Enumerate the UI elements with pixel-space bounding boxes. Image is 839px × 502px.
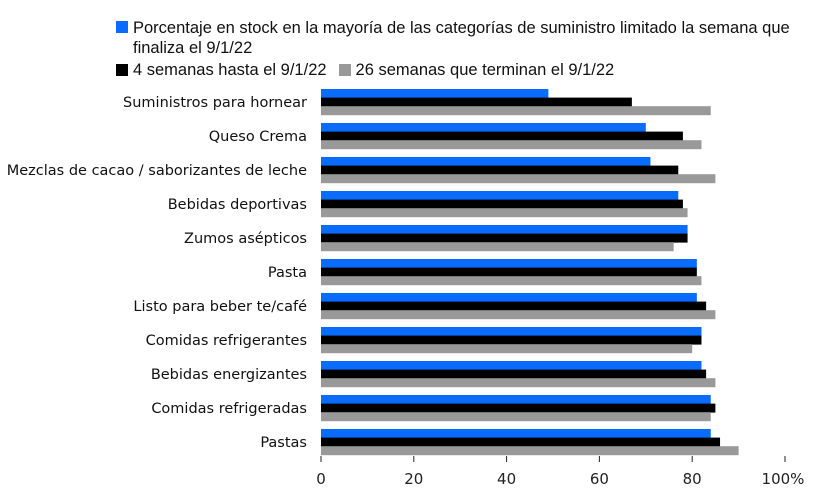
bar-series1: [321, 89, 549, 98]
bar-series1: [321, 191, 679, 200]
bar-series1: [321, 123, 646, 132]
bar-series3: [321, 242, 674, 252]
legend-label-series2: 4 semanas hasta el 9/1/22: [133, 61, 327, 79]
chart-legend: Porcentaje en stock en la mayoría de las…: [116, 18, 816, 80]
bar-series2: [321, 233, 688, 243]
bar-series3: [321, 106, 711, 116]
category-label: Suministros para hornear: [123, 95, 307, 111]
bar-series3: [321, 310, 716, 320]
category-label: Mezclas de cacao / saborizantes de leche: [7, 163, 307, 179]
bar-series3: [321, 446, 739, 456]
bar-series2: [321, 97, 632, 107]
bar-series3: [321, 276, 702, 286]
bar-series1: [321, 225, 688, 234]
legend-item-series3: 26 semanas que terminan el 9/1/22: [338, 60, 615, 80]
bar-series2: [321, 267, 697, 277]
legend-item-series2: 4 semanas hasta el 9/1/22: [116, 60, 327, 80]
bar-series1: [321, 361, 702, 370]
x-tick-label: 20: [404, 470, 423, 488]
category-label: Bebidas energizantes: [151, 367, 307, 383]
x-tick-label: 100%: [762, 470, 805, 488]
bar-series2: [321, 437, 721, 447]
legend-label-series1: Porcentaje en stock en la mayoría de las…: [133, 19, 790, 57]
bar-series2: [321, 199, 683, 209]
category-label: Queso Crema: [209, 129, 307, 145]
category-label: Comidas refrigerantes: [146, 333, 307, 349]
x-tick-label: 60: [590, 470, 609, 488]
category-label: Pasta: [268, 265, 307, 281]
bar-series3: [321, 378, 716, 388]
bar-series3: [321, 140, 702, 150]
x-tick-label: 0: [316, 470, 326, 488]
category-label: Bebidas deportivas: [168, 197, 307, 213]
bar-series1: [321, 429, 711, 438]
bar-series3: [321, 412, 711, 422]
legend-label-series3: 26 semanas que terminan el 9/1/22: [355, 61, 615, 79]
category-label: Zumos asépticos: [184, 231, 307, 247]
bar-series3: [321, 174, 716, 184]
bar-series3: [321, 344, 693, 354]
bar-series2: [321, 369, 707, 379]
bar-series1: [321, 157, 651, 166]
legend-swatch-series2: [116, 64, 128, 76]
bar-series1: [321, 395, 711, 404]
legend-item-series1: Porcentaje en stock en la mayoría de las…: [116, 18, 816, 58]
bar-series1: [321, 327, 702, 336]
legend-swatch-series1: [116, 21, 128, 33]
bar-series2: [321, 403, 716, 413]
x-tick-label: 80: [683, 470, 702, 488]
category-label: Pastas: [260, 435, 307, 451]
category-label: Comidas refrigeradas: [151, 401, 307, 417]
bar-series1: [321, 259, 697, 268]
bar-series2: [321, 301, 707, 311]
legend-swatch-series3: [338, 64, 351, 76]
bar-series2: [321, 165, 679, 175]
bar-series2: [321, 131, 683, 141]
x-tick-label: 40: [497, 470, 516, 488]
bar-series1: [321, 293, 697, 302]
bar-series3: [321, 208, 688, 218]
bar-series2: [321, 335, 702, 345]
category-label: Listo para beber te/café: [133, 299, 307, 315]
